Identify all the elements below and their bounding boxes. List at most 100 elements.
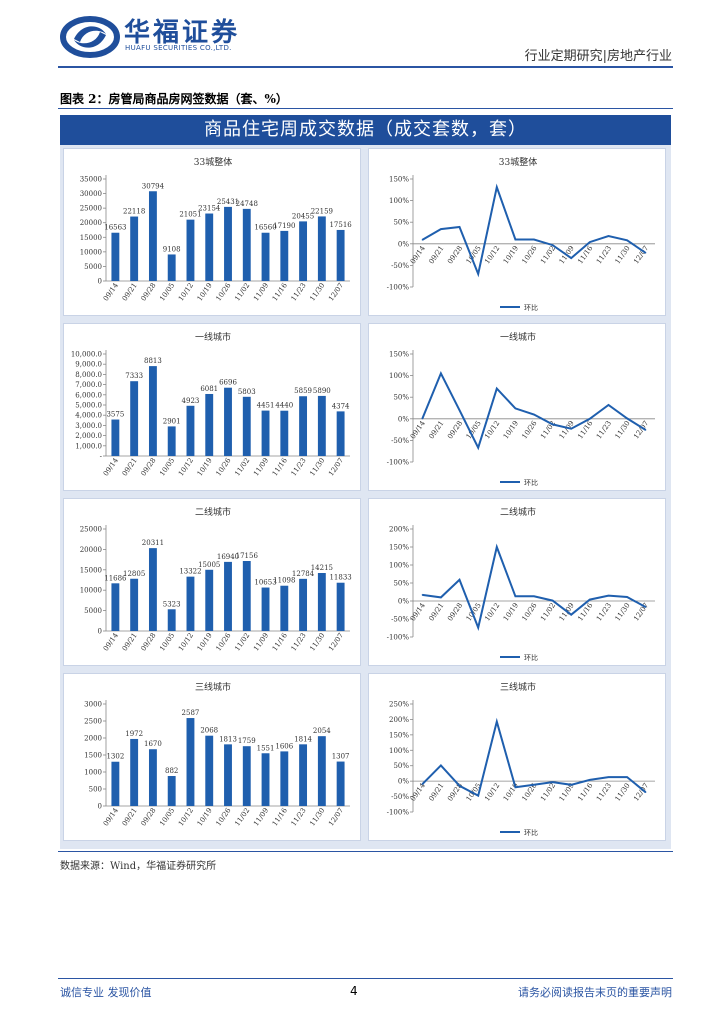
data-point-09/14: [421, 594, 423, 596]
bar-09/28: [148, 191, 157, 281]
y-tick-label: 0%: [398, 598, 409, 606]
bar-09/14: [111, 583, 120, 631]
x-tick-label: 11/30: [308, 282, 326, 303]
x-tick-label: 11/30: [614, 782, 632, 803]
x-tick-label: 11/02: [233, 282, 251, 303]
chart-grid: 33城整体 0 5000 10000 15000 20000 25000 30000 35000…: [60, 145, 671, 849]
data-point-09/21: [440, 372, 442, 375]
data-label: 24748: [236, 200, 258, 208]
chart-panel-tier3-bar: 三线城市 0 500 1000 1500 2000 2500 3000 09/14 09/21 09…: [63, 673, 361, 841]
x-tick-label: 10/19: [196, 632, 214, 653]
data-point-12/07: [645, 791, 647, 793]
data-point-10/19: [514, 786, 516, 788]
x-tick-label: 11/02: [233, 807, 251, 828]
x-tick-label: 10/19: [196, 457, 214, 478]
x-tick-label: 10/26: [521, 244, 539, 266]
x-tick-label: 09/28: [446, 244, 464, 265]
bar-11/23: [299, 744, 308, 806]
x-tick-label: 10/19: [502, 419, 520, 440]
x-tick-label: 11/02: [539, 782, 557, 803]
bar-11/30: [317, 216, 326, 281]
bar-12/07: [336, 761, 345, 806]
x-tick-label: 10/26: [215, 456, 233, 478]
data-point-11/23: [607, 776, 610, 778]
bar-10/05: [167, 426, 176, 456]
x-tick-label: 10/12: [483, 782, 501, 803]
bar-10/26: [224, 206, 232, 281]
y-tick-label: 150%: [389, 544, 409, 552]
data-point-11/16: [589, 241, 591, 243]
chart-title: 一线城市: [500, 331, 536, 343]
data-label: 16560: [254, 224, 276, 232]
bar-09/21: [130, 578, 139, 631]
y-tick-label: 100%: [389, 197, 409, 205]
data-point-11/09: [570, 257, 572, 259]
y-tick-label: 8,000.0: [75, 371, 102, 379]
y-tick-label: 9,000.0: [75, 361, 102, 369]
y-tick-label: 10000: [80, 248, 102, 256]
data-label: 1759: [238, 737, 256, 745]
x-tick-label: 11/16: [271, 456, 289, 478]
chart-panel-tier2-line: 二线城市 -100% -50% 0% 50% 100% 150% 200% 09/14 09/21…: [368, 498, 666, 666]
x-tick-label: 11/30: [308, 807, 326, 828]
data-point-11/30: [626, 596, 628, 598]
x-tick-label: 10/05: [158, 632, 176, 653]
data-point-09/14: [421, 783, 423, 785]
y-tick-label: -50%: [391, 793, 409, 801]
x-tick-label: 11/23: [290, 807, 308, 828]
y-tick-label: 0%: [398, 240, 409, 248]
data-point-10/19: [514, 595, 516, 597]
x-tick-label: 12/07: [632, 244, 650, 265]
x-tick-label: 10/26: [521, 601, 539, 623]
x-tick-label: 10/19: [502, 602, 520, 623]
chart-title: 33城整体: [499, 156, 537, 168]
chart-title: 三线城市: [500, 681, 536, 693]
data-point-11/09: [570, 614, 572, 616]
y-tick-label: -100%: [387, 459, 410, 467]
x-tick-label: 09/28: [139, 457, 157, 478]
bar-11/09: [261, 410, 270, 456]
y-tick-label: 5000: [84, 263, 102, 271]
data-label: 22118: [123, 208, 145, 216]
data-point-11/30: [626, 239, 628, 241]
x-tick-label: 10/12: [177, 807, 195, 828]
bar-11/23: [299, 221, 308, 281]
y-tick-label: -50%: [391, 262, 409, 270]
bar-11/30: [317, 395, 326, 456]
chart-title: 二线城市: [500, 506, 536, 518]
data-label: 7333: [125, 372, 143, 380]
x-tick-label: 11/30: [308, 632, 326, 653]
y-tick-label: 20000: [80, 219, 102, 227]
y-tick-label: 100%: [389, 747, 409, 755]
data-point-11/16: [589, 779, 591, 781]
x-tick-label: 10/05: [158, 807, 176, 828]
data-point-10/19: [514, 407, 516, 410]
x-tick-label: 11/23: [595, 782, 613, 803]
bar-10/05: [167, 609, 176, 631]
y-tick-label: 1,000.0: [75, 442, 102, 450]
y-tick-label: 250%: [389, 701, 409, 709]
data-label: 1670: [144, 740, 162, 748]
data-point-09/14: [421, 239, 423, 241]
legend-label: 环比: [524, 478, 538, 487]
x-tick-label: 09/14: [102, 631, 120, 653]
data-point-10/12: [496, 546, 498, 548]
x-tick-label: 09/21: [427, 244, 445, 265]
data-label: 1813: [219, 735, 237, 743]
data-point-11/09: [570, 784, 572, 786]
data-point-10/05: [477, 795, 479, 797]
y-tick-label: 0: [98, 628, 102, 636]
figure-bottom-divider: [58, 851, 673, 852]
data-point-10/12: [496, 720, 498, 723]
x-tick-label: 09/21: [121, 807, 139, 828]
y-tick-label: 20000: [80, 546, 102, 554]
data-label: 5859: [294, 387, 312, 395]
y-tick-label: 3,000.0: [75, 422, 102, 430]
data-label: 23154: [198, 205, 221, 213]
x-tick-label: 09/14: [102, 281, 120, 303]
bar-10/12: [186, 718, 195, 806]
y-tick-label: 2,000.0: [75, 432, 102, 440]
data-point-10/12: [496, 186, 498, 188]
data-point-09/21: [440, 596, 442, 598]
data-label: 12805: [123, 570, 145, 578]
